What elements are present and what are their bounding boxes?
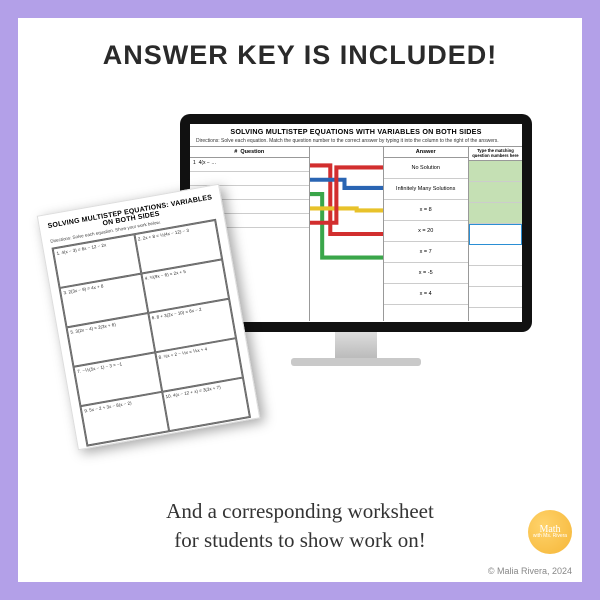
subtext-line1: And a corresponding worksheet: [166, 499, 434, 523]
question-header: # Question: [190, 147, 309, 158]
logo-line2: with Ms. Rivera: [533, 534, 567, 539]
worksheet-screen-title: SOLVING MULTISTEP EQUATIONS WITH VARIABL…: [190, 124, 522, 138]
card: ANSWER KEY IS INCLUDED! SOLVING MULTISTE…: [18, 18, 582, 582]
match-cell[interactable]: [469, 203, 522, 224]
match-cell-selected[interactable]: [469, 224, 522, 245]
question-row: 1 4(x − …: [190, 158, 309, 172]
headline: ANSWER KEY IS INCLUDED!: [18, 18, 582, 71]
matching-lines-area: [310, 147, 383, 321]
answer-row: x = 20: [384, 221, 468, 242]
answer-row: Infinitely Many Solutions: [384, 179, 468, 200]
monitor-stand-neck: [335, 332, 377, 358]
worksheet-grid: 1. 4(x − 3) = 6x − 12 − 2x 2. 2x + 8 = ½…: [52, 219, 252, 447]
subtext: And a corresponding worksheet for studen…: [18, 497, 582, 554]
monitor-stand-base: [291, 358, 421, 366]
matching-lines-svg: [310, 147, 383, 321]
worksheet-screen-directions: Directions: Solve each equation. Match t…: [190, 138, 522, 147]
match-cell[interactable]: [469, 287, 522, 308]
match-cell[interactable]: [469, 161, 522, 182]
brand-logo: Math with Ms. Rivera: [528, 510, 572, 554]
match-header: Type the matching question numbers here: [469, 147, 522, 161]
subtext-line2: for students to show work on!: [174, 528, 425, 552]
answer-row: x = -5: [384, 263, 468, 284]
monitor-screen: SOLVING MULTISTEP EQUATIONS WITH VARIABL…: [190, 124, 522, 322]
match-cell[interactable]: [469, 245, 522, 266]
answer-row: x = 7: [384, 242, 468, 263]
question-row: [190, 172, 309, 186]
answer-row: No Solution: [384, 158, 468, 179]
answer-row: x = 8: [384, 200, 468, 221]
credit-text: © Malia Rivera, 2024: [488, 566, 572, 576]
screen-grid: # Question 1 4(x − …: [190, 147, 522, 321]
match-cell[interactable]: [469, 266, 522, 287]
match-cell[interactable]: [469, 182, 522, 203]
match-column: Type the matching question numbers here: [469, 147, 522, 321]
answer-header: Answer: [384, 147, 468, 158]
answer-column: Answer No Solution Infinitely Many Solut…: [383, 147, 469, 321]
answer-row: x = 4: [384, 284, 468, 305]
